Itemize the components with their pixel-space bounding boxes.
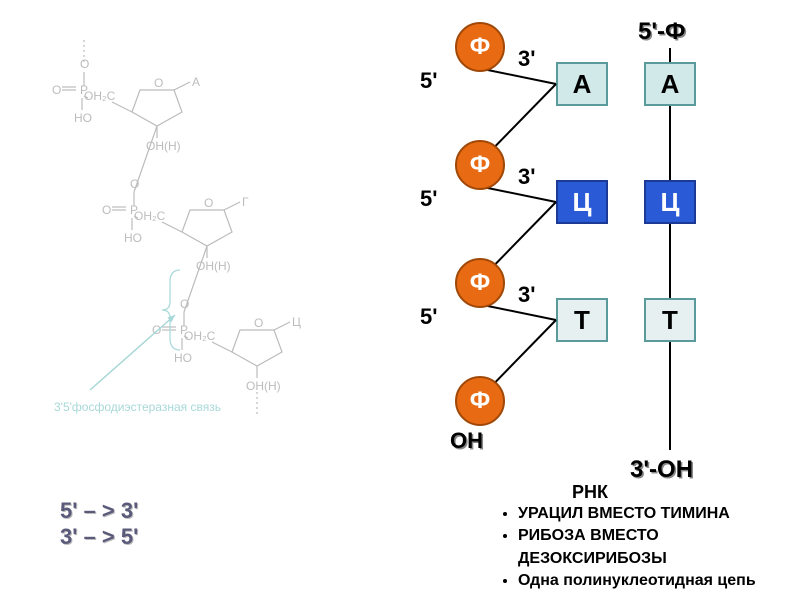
diagram-stage: 5'-Ф ОН 3'-ОН РНК УРАЦИЛ ВМЕСТО ТИМИНАРИ… xyxy=(0,0,800,600)
phosphate-circle: Ф xyxy=(455,22,505,72)
phosphate-circle: Ф xyxy=(455,376,505,426)
connector-layer xyxy=(0,0,800,600)
phosphate-circle: Ф xyxy=(455,140,505,190)
phosphate-circle: Ф xyxy=(455,258,505,308)
